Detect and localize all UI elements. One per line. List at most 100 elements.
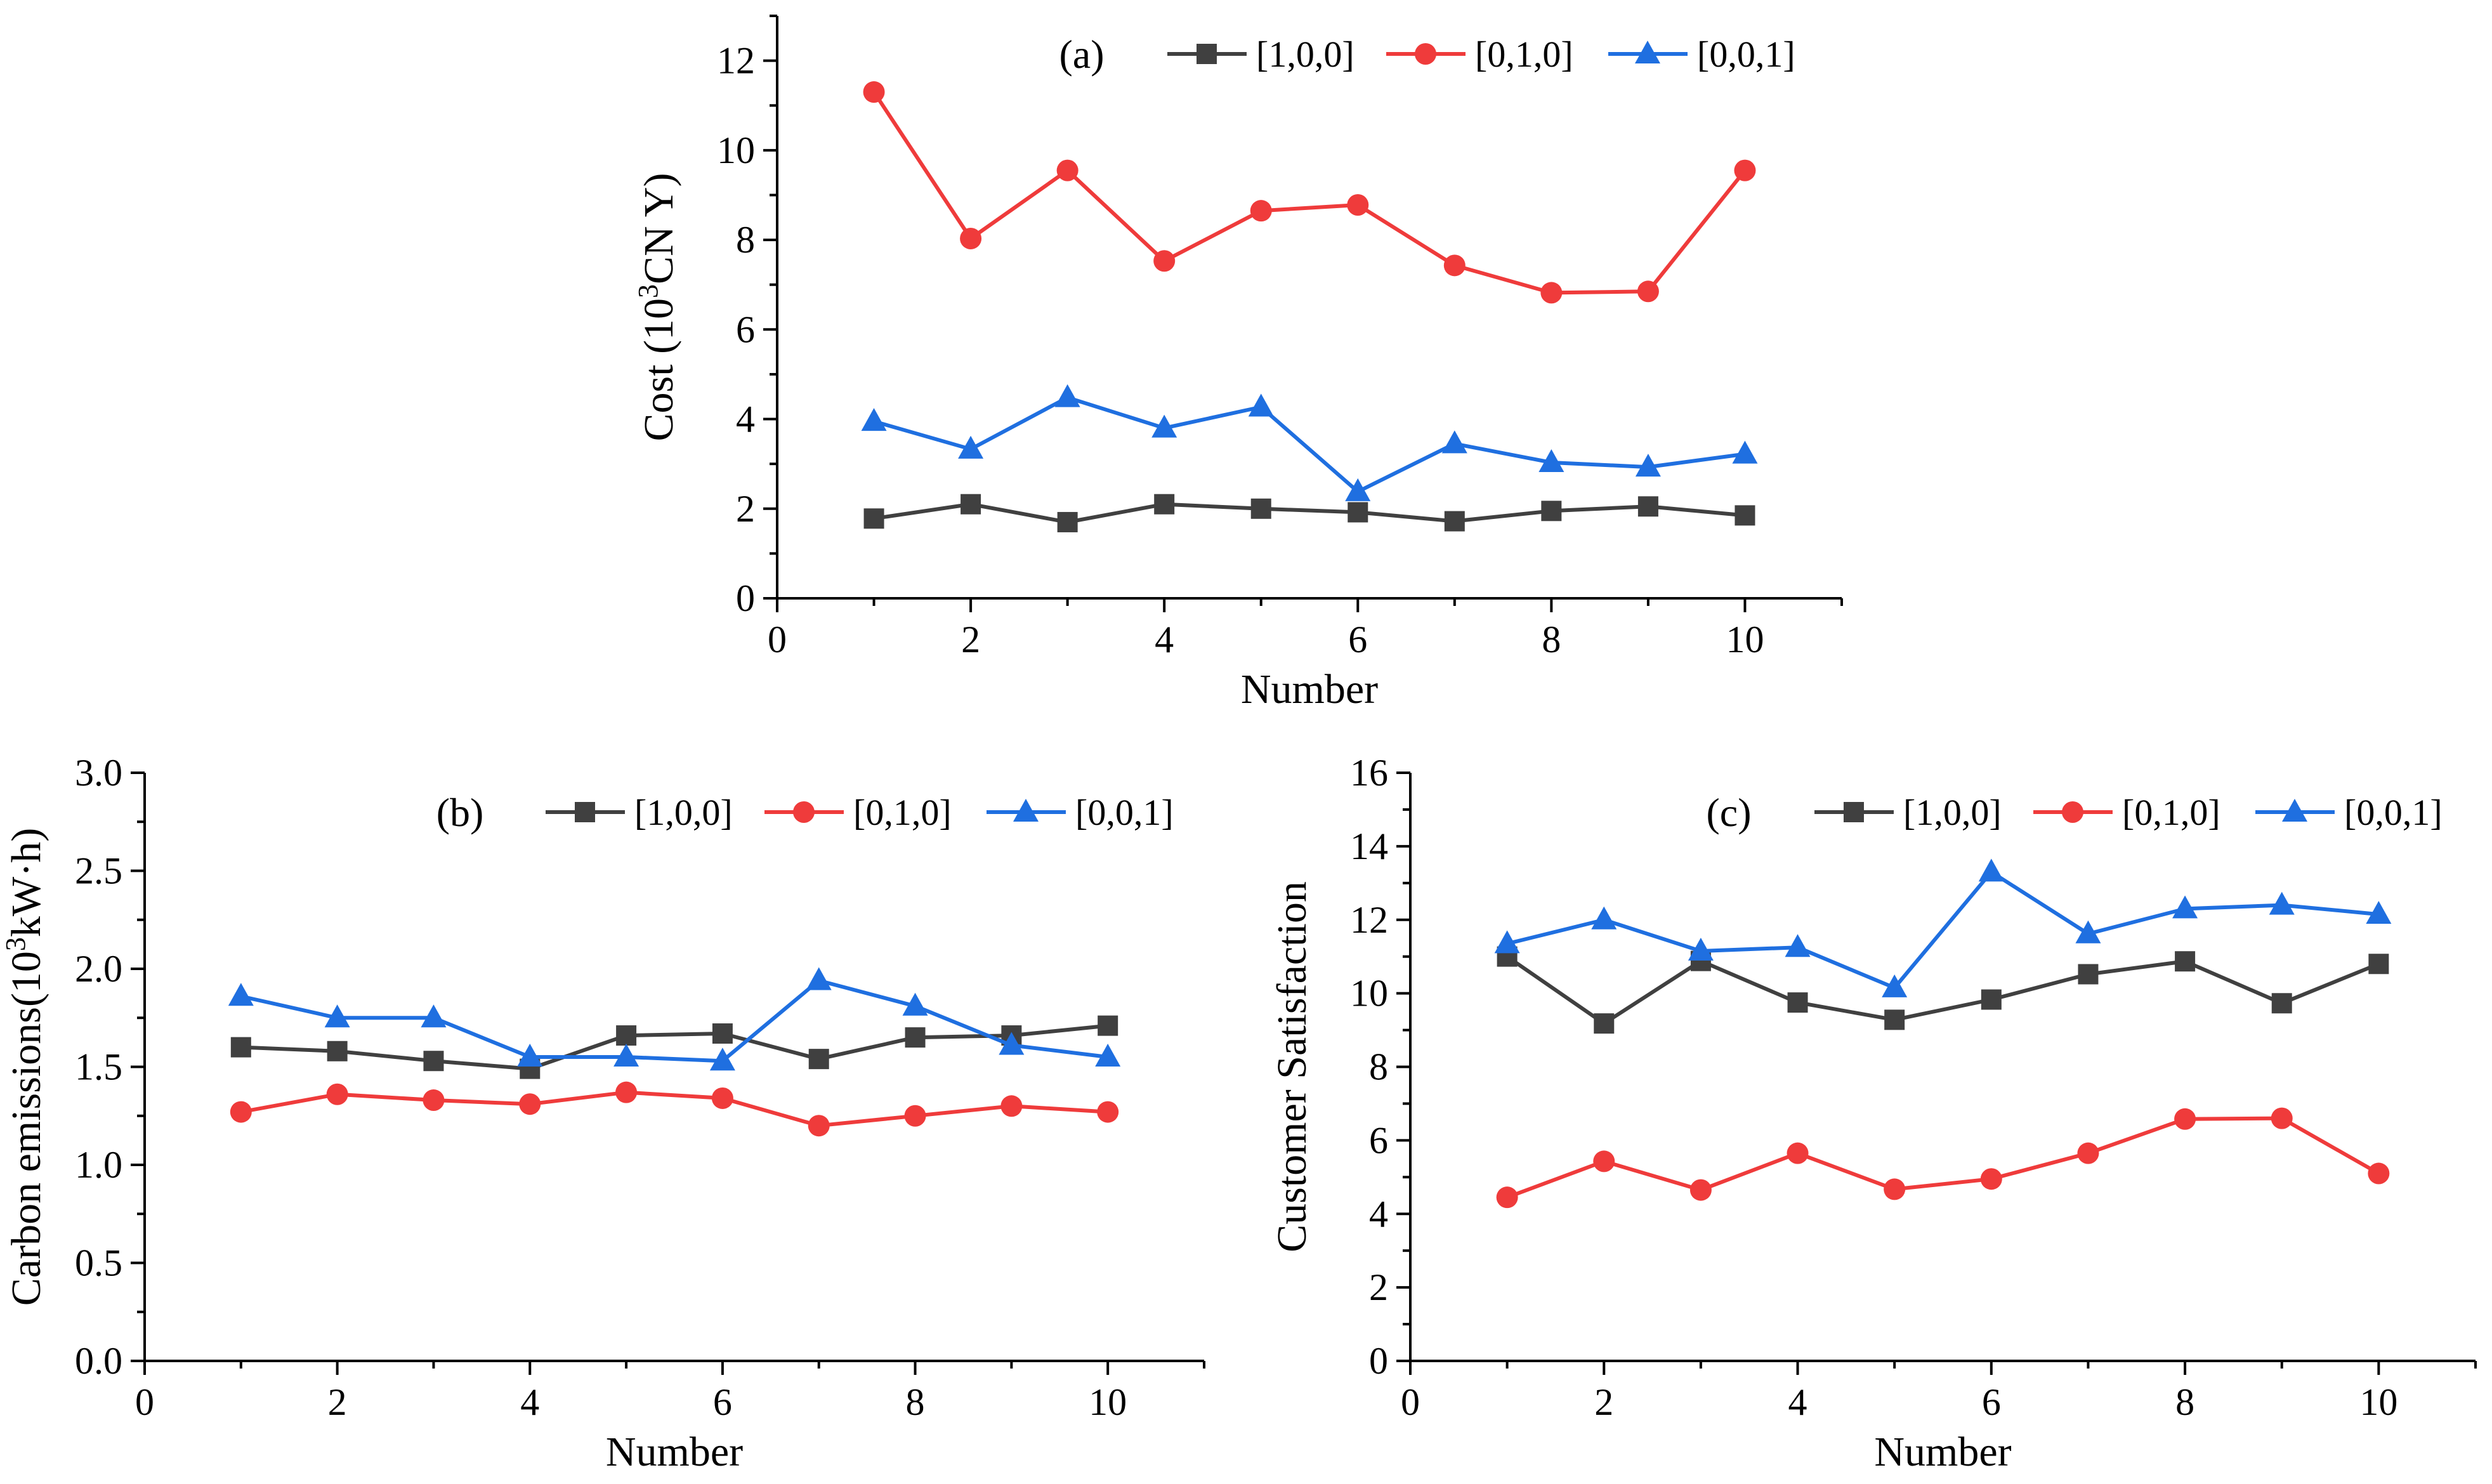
data-point — [1787, 1142, 1809, 1164]
data-point — [1347, 194, 1369, 216]
data-point — [228, 983, 254, 1006]
y-tick-label: 6 — [736, 308, 755, 350]
data-point — [1785, 934, 1811, 957]
y-tick-label: 14 — [1350, 825, 1388, 867]
data-point — [1153, 250, 1176, 272]
legend-marker — [793, 801, 815, 823]
data-point — [1151, 414, 1177, 438]
data-point — [711, 1087, 733, 1109]
y-tick-label: 8 — [1369, 1046, 1388, 1088]
data-point — [2075, 920, 2101, 943]
data-point — [1098, 1015, 1118, 1036]
y-tick-label: 0.5 — [75, 1242, 122, 1284]
panel-label: (a) — [1059, 32, 1104, 77]
x-tick-label: 8 — [2175, 1381, 2194, 1423]
data-point — [1591, 906, 1617, 929]
axes — [143, 773, 1204, 1362]
legend-marker — [2062, 801, 2083, 823]
x-axis-title: Number — [1874, 1429, 2011, 1475]
data-point — [1095, 1044, 1121, 1067]
legend-label: [0,1,0] — [853, 792, 952, 833]
y-tick-label: 6 — [1369, 1119, 1388, 1161]
data-point — [958, 435, 984, 459]
y-tick-label: 2 — [736, 488, 755, 530]
y-tick-label: 16 — [1350, 752, 1388, 794]
series-line — [872, 91, 1747, 295]
x-axis-title: Number — [1241, 666, 1378, 712]
legend-marker — [1197, 44, 1217, 64]
data-point — [2368, 954, 2389, 975]
y-axis-title: Customer Satisfaction — [1269, 881, 1315, 1252]
x-tick-label: 10 — [1089, 1381, 1127, 1423]
data-point — [1732, 440, 1758, 464]
y-tick-label: 3.0 — [75, 752, 122, 794]
series-line — [240, 1023, 1108, 1071]
data-point — [2269, 891, 2295, 915]
legend-label: [0,0,1] — [1075, 792, 1174, 833]
data-point — [863, 81, 885, 103]
series-line — [874, 502, 1745, 524]
data-point — [1345, 478, 1371, 501]
x-tick-label: 10 — [2359, 1381, 2397, 1423]
data-point — [709, 1047, 735, 1071]
x-tick-label: 0 — [768, 619, 787, 660]
y-tick-label: 2.0 — [75, 948, 122, 990]
data-point — [905, 1027, 926, 1048]
data-point — [1250, 498, 1271, 519]
y-tick-label: 0.0 — [75, 1340, 122, 1382]
data-point — [1494, 930, 1520, 954]
data-point — [2368, 1162, 2390, 1185]
panel-label: (c) — [1706, 790, 1751, 835]
legend-marker — [2282, 799, 2307, 822]
x-tick-label: 2 — [1594, 1381, 1613, 1423]
y-axis-title: Carbon emissions(103kW·h) — [0, 828, 49, 1306]
data-point — [806, 967, 832, 990]
x-tick-label: 0 — [135, 1381, 154, 1423]
data-point — [615, 1081, 638, 1103]
data-point — [1593, 1150, 1615, 1172]
data-point — [1248, 393, 1274, 417]
data-point — [1688, 937, 1714, 961]
data-point — [1637, 496, 1658, 517]
data-point — [324, 1004, 350, 1028]
data-point — [2172, 895, 2198, 919]
y-tick-label: 1.5 — [75, 1046, 122, 1088]
data-point — [902, 992, 928, 1016]
data-point — [2077, 1142, 2099, 1164]
data-point — [1056, 159, 1079, 181]
data-point — [1496, 1186, 1518, 1209]
data-point — [904, 1105, 926, 1127]
y-axis-title: Cost (103CN Y) — [633, 173, 682, 442]
series-line — [1505, 955, 2380, 1026]
chart-c: 0 2 4 6 8 10 0 2 4 6 8 10 12 14 16 Number Customer Satis… — [1269, 752, 2477, 1475]
data-point — [1444, 511, 1465, 532]
y-tick-label: 8 — [736, 219, 755, 261]
data-point — [1787, 992, 1808, 1013]
legend-marker — [1415, 43, 1436, 65]
legend-label: [0,0,1] — [2344, 792, 2443, 833]
legend-label: [0,1,0] — [2122, 792, 2220, 833]
legend-label: [0,0,1] — [1697, 34, 1795, 75]
data-point — [327, 1041, 348, 1061]
data-point — [1000, 1095, 1023, 1117]
y-tick-label: 10 — [717, 129, 755, 171]
data-point — [1154, 494, 1175, 515]
series-line — [873, 395, 1745, 494]
x-tick-label: 4 — [520, 1381, 539, 1423]
data-point — [1884, 1178, 1906, 1200]
data-point — [2366, 901, 2392, 924]
y-tick-label: 10 — [1350, 973, 1388, 1015]
legend-label: [1,0,0] — [1903, 792, 2002, 833]
data-point — [1637, 280, 1659, 303]
data-point — [613, 1044, 639, 1067]
data-point — [1735, 505, 1755, 526]
data-point — [1981, 989, 2002, 1010]
data-point — [712, 1023, 733, 1044]
y-tick-label: 0 — [736, 577, 755, 619]
data-point — [2078, 964, 2099, 985]
data-point — [1054, 384, 1080, 407]
data-point — [861, 408, 887, 431]
chart-a: 0 2 4 6 8 10 0 2 4 6 8 10 12 Number Cost (103CN Y) (a) [… — [633, 15, 1843, 712]
x-tick-label: 4 — [1788, 1381, 1807, 1423]
data-point — [2271, 1107, 2293, 1129]
